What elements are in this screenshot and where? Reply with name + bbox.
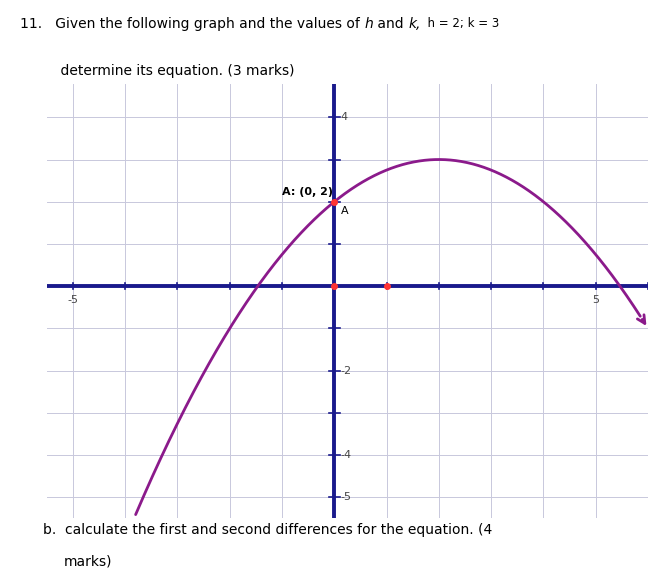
Text: -5: -5 — [67, 295, 78, 305]
Text: 4: 4 — [341, 112, 347, 122]
Text: h = 2; k = 3: h = 2; k = 3 — [420, 17, 500, 30]
Text: k,: k, — [408, 17, 420, 31]
Text: h: h — [364, 17, 373, 31]
Text: A: (0, 2): A: (0, 2) — [282, 187, 333, 198]
Text: b.  calculate the first and second differences for the equation. (4: b. calculate the first and second differ… — [43, 523, 493, 537]
Text: determine its equation. (3 marks): determine its equation. (3 marks) — [43, 64, 295, 78]
Text: -2: -2 — [341, 366, 351, 376]
Text: marks): marks) — [63, 554, 112, 568]
Text: 11.   Given the following graph and the values of: 11. Given the following graph and the va… — [20, 17, 364, 31]
Text: and: and — [373, 17, 408, 31]
Text: -4: -4 — [341, 450, 351, 460]
Text: A: A — [341, 206, 349, 215]
Text: 5: 5 — [592, 295, 599, 305]
Text: -5: -5 — [341, 492, 351, 502]
